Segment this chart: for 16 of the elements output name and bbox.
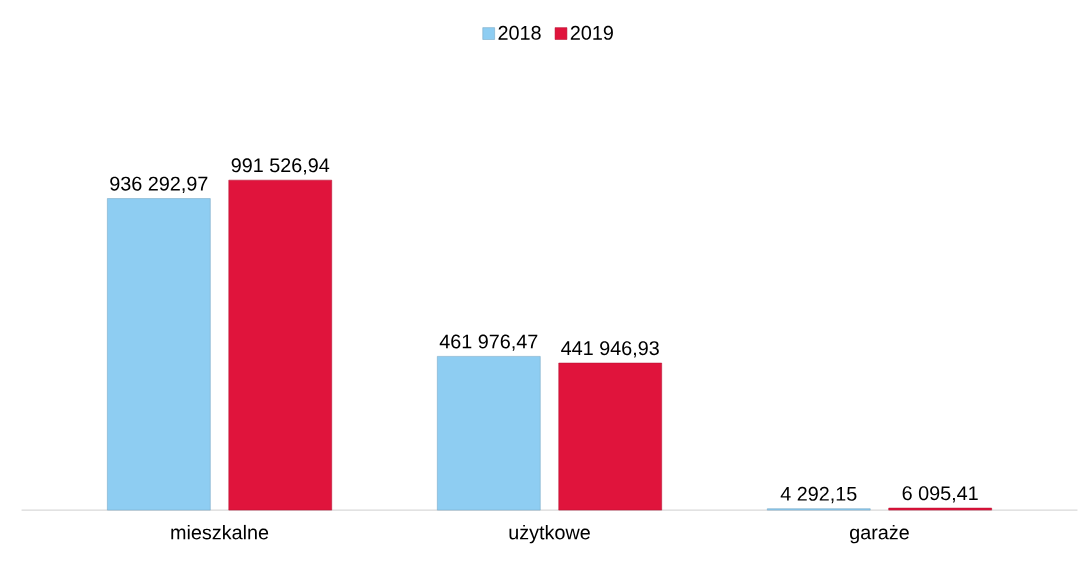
bar [437, 356, 541, 511]
data-label: 441 946,93 [561, 341, 659, 358]
legend-label: 2019 [570, 25, 613, 40]
legend-label: 2018 [498, 25, 541, 40]
bar [107, 198, 211, 511]
data-label: 936 292,97 [110, 176, 208, 193]
bar [558, 362, 662, 511]
data-label: 461 976,47 [439, 334, 538, 351]
x-tick-label: użytkowe [509, 524, 590, 544]
x-tick-label: mieszkalne [171, 524, 269, 540]
bar [228, 179, 332, 511]
data-label: 991 526,94 [231, 158, 330, 175]
bar [888, 507, 992, 511]
x-tick-label: garaże [850, 524, 909, 544]
data-label: 4 292,15 [780, 486, 857, 504]
data-label: 6 095,41 [902, 486, 978, 503]
